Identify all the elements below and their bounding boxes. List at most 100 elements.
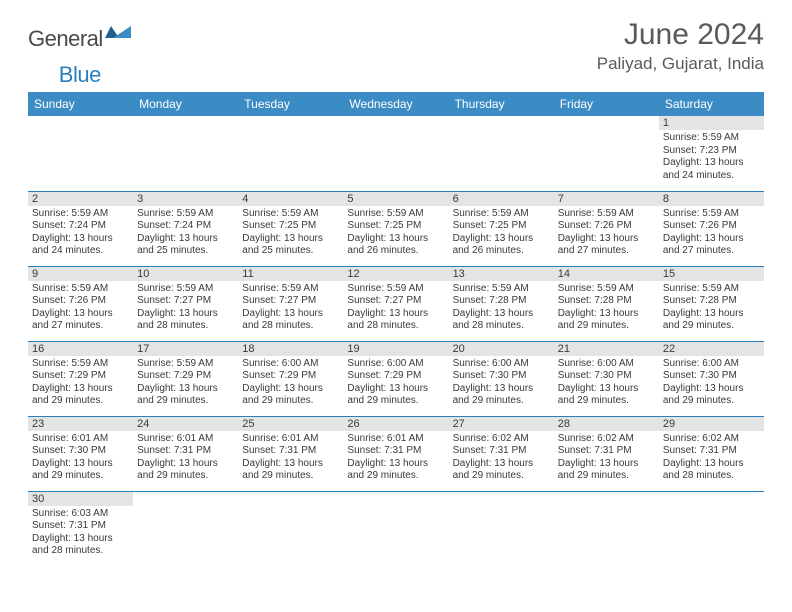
daylight-text-2: and 29 minutes. (32, 395, 129, 408)
day-body: Sunrise: 6:01 AMSunset: 7:30 PMDaylight:… (28, 431, 133, 487)
daylight-text-1: Daylight: 13 hours (347, 458, 444, 471)
daylight-text-1: Daylight: 13 hours (558, 308, 655, 321)
day-body: Sunrise: 5:59 AMSunset: 7:26 PMDaylight:… (659, 206, 764, 262)
logo-text-general: General (28, 26, 103, 52)
sunset-text: Sunset: 7:27 PM (137, 295, 234, 308)
calendar-cell: 17Sunrise: 5:59 AMSunset: 7:29 PMDayligh… (133, 341, 238, 416)
daylight-text-2: and 28 minutes. (242, 320, 339, 333)
daylight-text-1: Daylight: 13 hours (137, 233, 234, 246)
sunset-text: Sunset: 7:26 PM (663, 220, 760, 233)
sunrise-text: Sunrise: 5:59 AM (32, 283, 129, 296)
sunrise-text: Sunrise: 6:00 AM (558, 358, 655, 371)
day-body: Sunrise: 6:03 AMSunset: 7:31 PMDaylight:… (28, 506, 133, 562)
calendar-week-row: 9Sunrise: 5:59 AMSunset: 7:26 PMDaylight… (28, 266, 764, 341)
sunset-text: Sunset: 7:30 PM (453, 370, 550, 383)
daylight-text-1: Daylight: 13 hours (663, 383, 760, 396)
sunrise-text: Sunrise: 5:59 AM (242, 208, 339, 221)
calendar-cell: 28Sunrise: 6:02 AMSunset: 7:31 PMDayligh… (554, 416, 659, 491)
day-body: Sunrise: 6:02 AMSunset: 7:31 PMDaylight:… (659, 431, 764, 487)
calendar-week-row: 1Sunrise: 5:59 AMSunset: 7:23 PMDaylight… (28, 116, 764, 191)
daylight-text-2: and 24 minutes. (32, 245, 129, 258)
daylight-text-1: Daylight: 13 hours (137, 458, 234, 471)
sunrise-text: Sunrise: 5:59 AM (137, 358, 234, 371)
daylight-text-2: and 27 minutes. (663, 245, 760, 258)
daylight-text-1: Daylight: 13 hours (347, 233, 444, 246)
day-number: 7 (554, 192, 659, 206)
calendar-cell: 8Sunrise: 5:59 AMSunset: 7:26 PMDaylight… (659, 191, 764, 266)
daylight-text-2: and 28 minutes. (32, 545, 129, 558)
calendar-cell: 15Sunrise: 5:59 AMSunset: 7:28 PMDayligh… (659, 266, 764, 341)
daylight-text-2: and 29 minutes. (137, 395, 234, 408)
daylight-text-1: Daylight: 13 hours (32, 458, 129, 471)
day-body: Sunrise: 6:00 AMSunset: 7:30 PMDaylight:… (449, 356, 554, 412)
calendar-cell (449, 491, 554, 566)
sunrise-text: Sunrise: 6:03 AM (32, 508, 129, 521)
weekday-saturday: Saturday (659, 92, 764, 116)
sunset-text: Sunset: 7:31 PM (242, 445, 339, 458)
sunset-text: Sunset: 7:30 PM (558, 370, 655, 383)
calendar-cell: 13Sunrise: 5:59 AMSunset: 7:28 PMDayligh… (449, 266, 554, 341)
weekday-sunday: Sunday (28, 92, 133, 116)
sunset-text: Sunset: 7:26 PM (558, 220, 655, 233)
day-body: Sunrise: 6:01 AMSunset: 7:31 PMDaylight:… (238, 431, 343, 487)
calendar-cell: 24Sunrise: 6:01 AMSunset: 7:31 PMDayligh… (133, 416, 238, 491)
calendar-cell: 7Sunrise: 5:59 AMSunset: 7:26 PMDaylight… (554, 191, 659, 266)
sunrise-text: Sunrise: 5:59 AM (32, 358, 129, 371)
daylight-text-1: Daylight: 13 hours (453, 458, 550, 471)
daylight-text-2: and 29 minutes. (558, 395, 655, 408)
sunrise-text: Sunrise: 5:59 AM (137, 208, 234, 221)
calendar-cell: 29Sunrise: 6:02 AMSunset: 7:31 PMDayligh… (659, 416, 764, 491)
weekday-tuesday: Tuesday (238, 92, 343, 116)
daylight-text-2: and 29 minutes. (242, 470, 339, 483)
day-number: 13 (449, 267, 554, 281)
calendar-cell: 1Sunrise: 5:59 AMSunset: 7:23 PMDaylight… (659, 116, 764, 191)
daylight-text-1: Daylight: 13 hours (663, 233, 760, 246)
sunrise-text: Sunrise: 6:00 AM (347, 358, 444, 371)
daylight-text-1: Daylight: 13 hours (242, 458, 339, 471)
daylight-text-1: Daylight: 13 hours (32, 533, 129, 546)
day-body: Sunrise: 6:00 AMSunset: 7:30 PMDaylight:… (659, 356, 764, 412)
day-body: Sunrise: 6:00 AMSunset: 7:30 PMDaylight:… (554, 356, 659, 412)
day-number: 28 (554, 417, 659, 431)
day-number: 14 (554, 267, 659, 281)
daylight-text-1: Daylight: 13 hours (453, 383, 550, 396)
sunset-text: Sunset: 7:25 PM (242, 220, 339, 233)
calendar-cell (343, 116, 448, 191)
day-number: 6 (449, 192, 554, 206)
day-body: Sunrise: 6:02 AMSunset: 7:31 PMDaylight:… (554, 431, 659, 487)
day-number: 16 (28, 342, 133, 356)
sunrise-text: Sunrise: 6:00 AM (663, 358, 760, 371)
calendar-cell: 4Sunrise: 5:59 AMSunset: 7:25 PMDaylight… (238, 191, 343, 266)
day-number: 29 (659, 417, 764, 431)
day-number: 25 (238, 417, 343, 431)
day-body: Sunrise: 6:02 AMSunset: 7:31 PMDaylight:… (449, 431, 554, 487)
day-number: 12 (343, 267, 448, 281)
calendar-page: General June 2024 Paliyad, Gujarat, Indi… (0, 0, 792, 584)
logo-flag-icon (105, 24, 131, 45)
day-body: Sunrise: 5:59 AMSunset: 7:24 PMDaylight:… (28, 206, 133, 262)
day-number: 26 (343, 417, 448, 431)
calendar-cell (554, 491, 659, 566)
calendar-cell (238, 116, 343, 191)
sunrise-text: Sunrise: 5:59 AM (137, 283, 234, 296)
calendar-cell: 2Sunrise: 5:59 AMSunset: 7:24 PMDaylight… (28, 191, 133, 266)
sunset-text: Sunset: 7:28 PM (453, 295, 550, 308)
calendar-week-row: 23Sunrise: 6:01 AMSunset: 7:30 PMDayligh… (28, 416, 764, 491)
daylight-text-1: Daylight: 13 hours (453, 308, 550, 321)
day-body: Sunrise: 5:59 AMSunset: 7:25 PMDaylight:… (343, 206, 448, 262)
day-body: Sunrise: 5:59 AMSunset: 7:27 PMDaylight:… (238, 281, 343, 337)
sunset-text: Sunset: 7:31 PM (558, 445, 655, 458)
sunrise-text: Sunrise: 5:59 AM (453, 208, 550, 221)
calendar-week-row: 30Sunrise: 6:03 AMSunset: 7:31 PMDayligh… (28, 491, 764, 566)
month-title: June 2024 (597, 18, 764, 52)
sunset-text: Sunset: 7:27 PM (242, 295, 339, 308)
daylight-text-2: and 29 minutes. (558, 470, 655, 483)
sunrise-text: Sunrise: 5:59 AM (558, 208, 655, 221)
daylight-text-1: Daylight: 13 hours (137, 383, 234, 396)
calendar-cell: 18Sunrise: 6:00 AMSunset: 7:29 PMDayligh… (238, 341, 343, 416)
calendar-cell (343, 491, 448, 566)
day-number: 24 (133, 417, 238, 431)
calendar-cell (238, 491, 343, 566)
weekday-header-row: Sunday Monday Tuesday Wednesday Thursday… (28, 92, 764, 116)
day-number: 8 (659, 192, 764, 206)
